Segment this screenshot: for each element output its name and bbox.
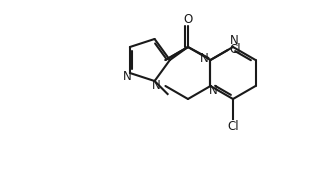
Text: N: N bbox=[152, 79, 161, 92]
Text: N: N bbox=[123, 70, 131, 84]
Text: N: N bbox=[200, 52, 209, 64]
Text: O: O bbox=[183, 13, 193, 26]
Text: N: N bbox=[209, 84, 218, 98]
Text: Cl: Cl bbox=[227, 120, 239, 133]
Text: N: N bbox=[230, 35, 238, 47]
Text: Cl: Cl bbox=[229, 43, 241, 56]
